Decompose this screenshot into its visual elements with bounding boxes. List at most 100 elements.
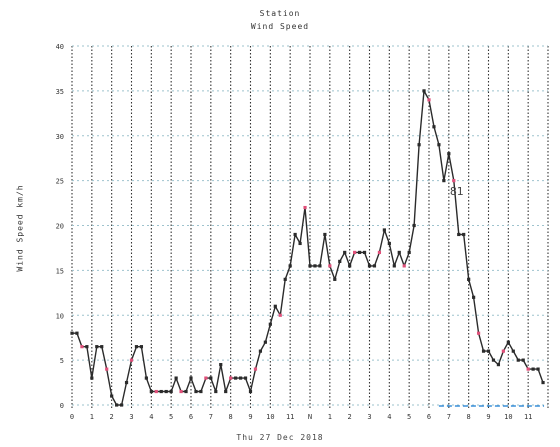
data-point	[258, 349, 263, 353]
data-point	[397, 250, 401, 255]
data-point	[214, 389, 218, 394]
data-point	[531, 367, 535, 371]
annotation-label: 81	[450, 185, 464, 198]
data-point	[536, 367, 540, 371]
y-tick-label: 30	[56, 133, 64, 141]
data-point	[462, 232, 466, 237]
data-point	[412, 223, 416, 228]
data-point	[521, 358, 525, 362]
data-point	[149, 389, 153, 394]
data-point	[541, 380, 545, 385]
data-point	[144, 376, 148, 380]
data-point	[194, 389, 198, 394]
x-tick-label: 9	[486, 413, 490, 421]
data-point	[387, 241, 391, 246]
data-point	[353, 250, 357, 255]
y-tick-label: 0	[60, 402, 64, 410]
data-point	[343, 250, 347, 255]
data-point	[75, 331, 79, 335]
data-point	[323, 232, 327, 237]
data-point	[506, 340, 510, 344]
point-markers	[70, 89, 545, 407]
data-point	[318, 264, 322, 268]
data-point	[219, 363, 223, 367]
data-point	[457, 232, 461, 237]
data-point	[313, 264, 317, 268]
data-point	[248, 389, 253, 394]
y-tick-label: 20	[56, 223, 64, 231]
x-tick-label: 2	[110, 413, 114, 421]
data-point	[377, 250, 382, 255]
data-point	[179, 389, 183, 394]
x-tick-label: 10	[266, 413, 274, 421]
data-point	[110, 394, 114, 398]
data-point	[338, 259, 342, 263]
data-point	[526, 367, 530, 371]
data-point	[159, 389, 163, 394]
data-point	[129, 358, 134, 362]
series-line	[72, 90, 544, 406]
data-point	[85, 345, 89, 349]
x-tick-label: 4	[149, 413, 153, 421]
chart-subtitle: Wind Speed	[250, 22, 310, 31]
data-point	[174, 376, 178, 380]
data-point	[392, 264, 396, 268]
data-point	[516, 358, 520, 362]
data-point	[80, 345, 84, 349]
data-point	[204, 376, 208, 380]
vertical-grid	[71, 46, 549, 409]
y-tick-label: 40	[56, 43, 64, 51]
data-point	[472, 295, 476, 299]
x-tick-label: 4	[387, 413, 391, 421]
data-point	[511, 349, 515, 353]
data-point	[298, 241, 302, 246]
data-point	[263, 340, 267, 344]
data-point	[119, 403, 124, 407]
data-point	[253, 367, 258, 371]
x-tick-label: 8	[467, 413, 471, 421]
data-point	[139, 345, 144, 349]
data-point	[447, 152, 451, 156]
x-tick-label: 8	[229, 413, 233, 421]
data-point	[100, 345, 104, 349]
data-point	[105, 367, 109, 371]
x-tick-label: 6	[189, 413, 193, 421]
x-tick-label: 1	[90, 413, 94, 421]
data-point	[234, 376, 238, 380]
data-point	[422, 89, 426, 93]
data-point	[238, 376, 243, 380]
data-point	[481, 349, 486, 353]
data-point	[134, 345, 139, 349]
data-point	[90, 376, 94, 380]
data-point	[442, 179, 446, 183]
data-point	[224, 389, 228, 394]
x-tick-label: 11	[286, 413, 294, 421]
data-point	[501, 349, 505, 353]
y-tick-labels: 0 5 10 15 20 25 30 35 40	[56, 43, 64, 410]
data-point	[362, 250, 367, 255]
data-point	[303, 205, 307, 210]
x-tick-label: 2	[348, 413, 352, 421]
x-tick-label: N	[308, 413, 312, 421]
data-point	[199, 389, 203, 394]
data-point	[328, 264, 332, 268]
data-point	[382, 228, 386, 232]
x-tick-label: 3	[367, 413, 371, 421]
x-tick-label: 10	[504, 413, 512, 421]
data-point	[124, 380, 129, 385]
data-point	[432, 125, 436, 129]
data-point	[229, 376, 233, 380]
data-point	[407, 250, 411, 255]
data-point	[357, 250, 362, 255]
chart-title: Station	[259, 9, 301, 18]
data-point	[402, 264, 406, 268]
x-axis-label: Thu 27 Dec 2018	[236, 433, 324, 442]
data-point	[491, 358, 496, 362]
x-tick-label: 5	[407, 413, 411, 421]
data-point	[308, 264, 312, 268]
data-point	[189, 376, 193, 380]
x-tick-label: 7	[209, 413, 213, 421]
annotation-layer: 81	[438, 185, 545, 407]
data-point	[427, 98, 431, 102]
